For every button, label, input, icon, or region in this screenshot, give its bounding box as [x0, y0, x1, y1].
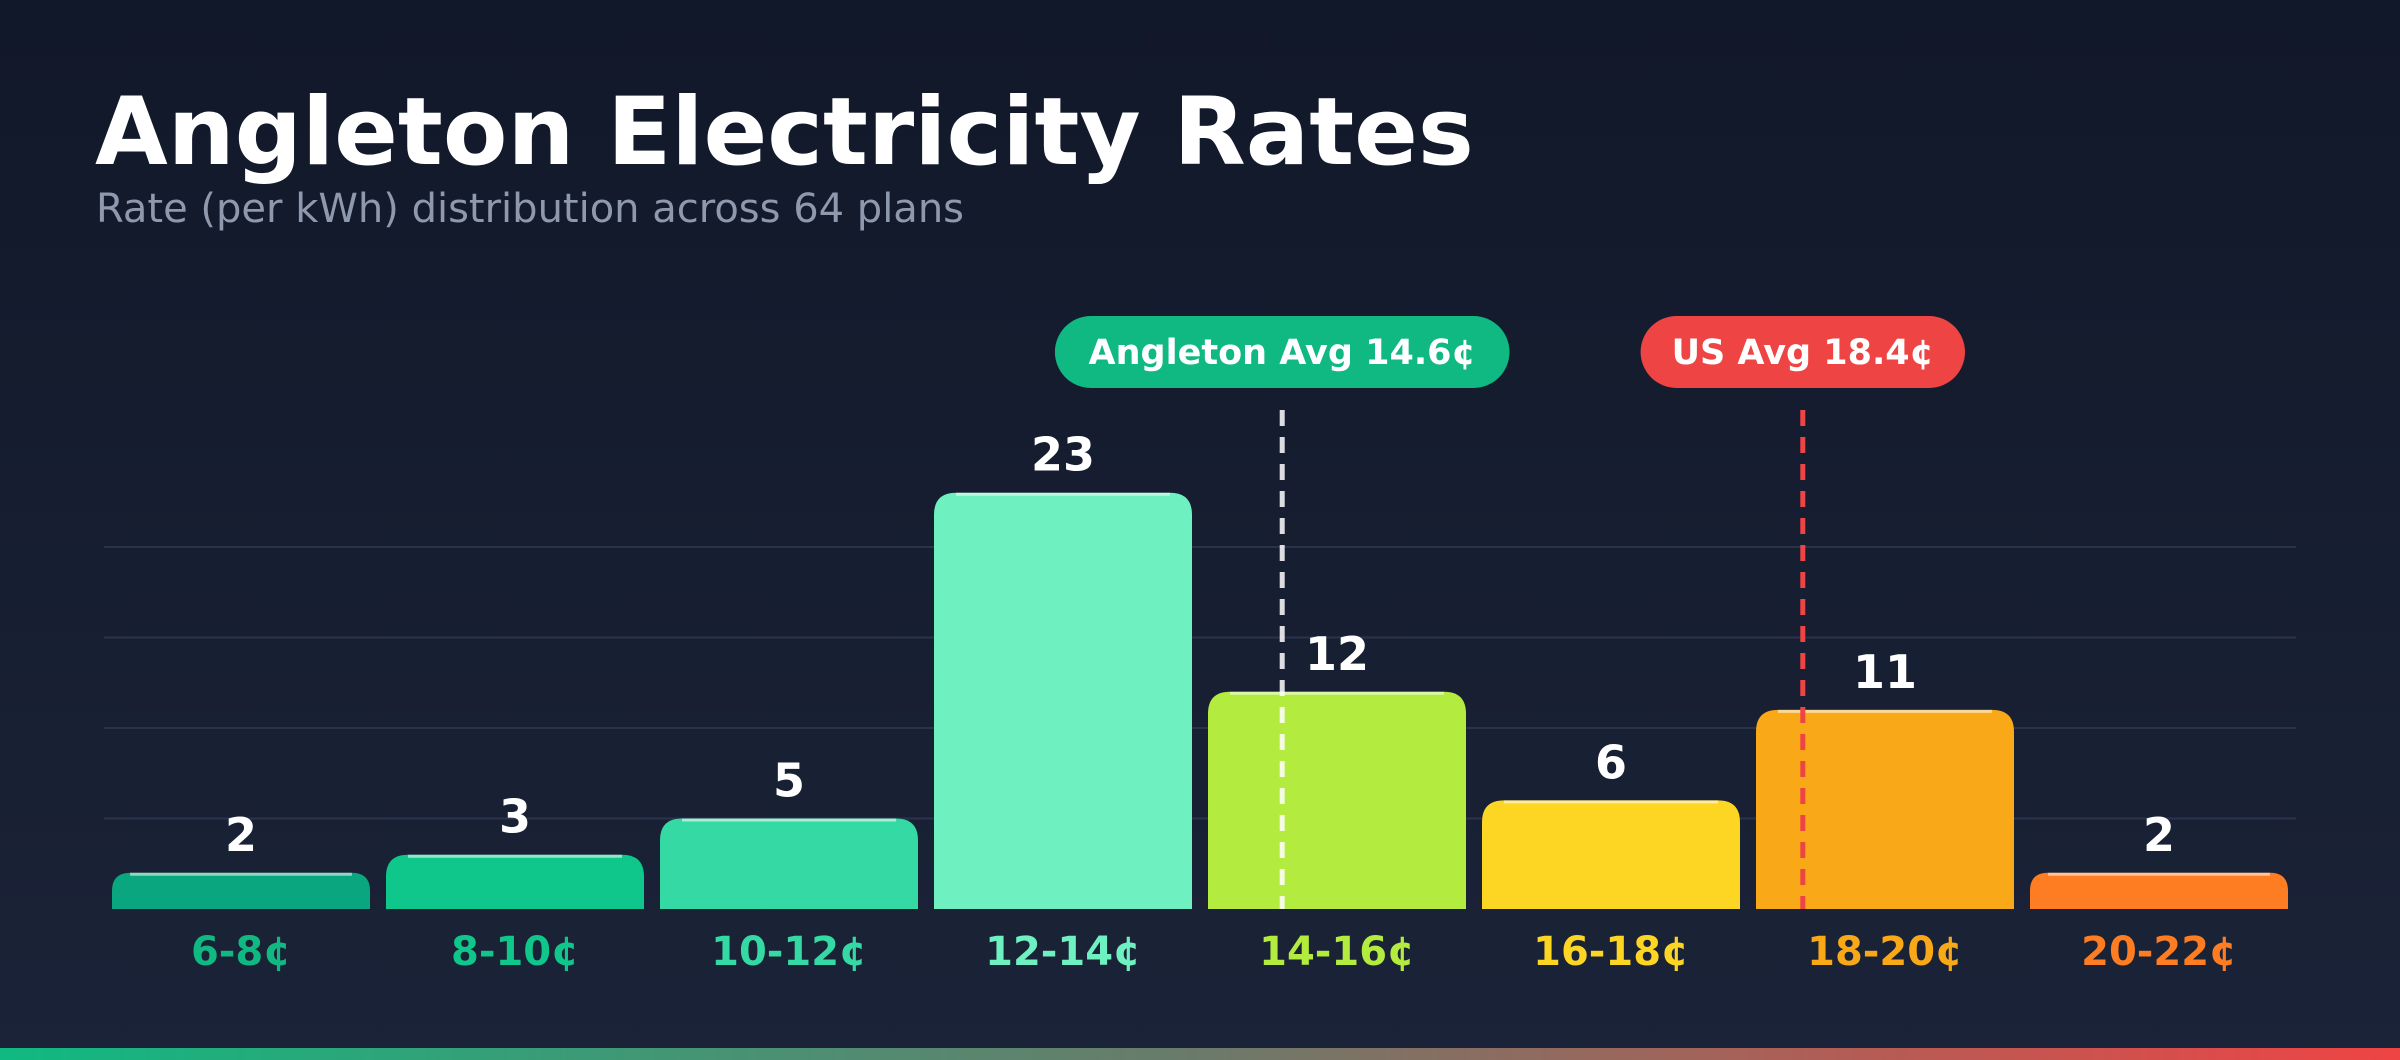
bar-value-label: 11: [1853, 645, 1917, 699]
bar-18-20¢: [1756, 709, 2014, 909]
bar-value-label: 23: [1031, 428, 1095, 482]
bar-12-14¢: [934, 492, 1192, 909]
angleton-avg-label: Angleton Avg 14.6¢: [1089, 333, 1476, 373]
chart-subtitle: Rate (per kWh) distribution across 64 pl…: [96, 186, 965, 232]
us-avg-label: US Avg 18.4¢: [1672, 333, 1934, 373]
bar-value-label: 6: [1595, 735, 1627, 789]
angleton-avg-badge: [1054, 316, 1510, 388]
us-avg-badge: [1640, 316, 1965, 388]
category-tick-label: 6-8¢: [191, 929, 291, 975]
bar-20-22¢: [2030, 872, 2288, 909]
bar-10-12¢: [660, 818, 918, 909]
category-tick-label: 8-10¢: [451, 929, 579, 975]
bar-8-10¢: [386, 854, 644, 909]
category-tick-label: 16-18¢: [1533, 929, 1689, 975]
chart-title: Angleton Electricity Rates: [95, 78, 1474, 187]
category-tick-label: 12-14¢: [985, 929, 1141, 975]
bar-value-label: 2: [2143, 808, 2175, 862]
bar-16-18¢: [1482, 800, 1740, 909]
category-tick-label: 20-22¢: [2081, 929, 2237, 975]
bar-value-label: 5: [773, 754, 805, 808]
bottom-accent-bar: [0, 1048, 2400, 1060]
bar-14-16¢: [1208, 691, 1466, 909]
bar-value-label: 3: [499, 790, 531, 844]
category-tick-label: 10-12¢: [711, 929, 867, 975]
category-tick-label: 14-16¢: [1259, 929, 1415, 975]
bar-6-8¢: [112, 872, 370, 909]
category-tick-label: 18-20¢: [1807, 929, 1963, 975]
bar-value-label: 2: [225, 808, 257, 862]
bar-value-label: 12: [1305, 627, 1369, 681]
